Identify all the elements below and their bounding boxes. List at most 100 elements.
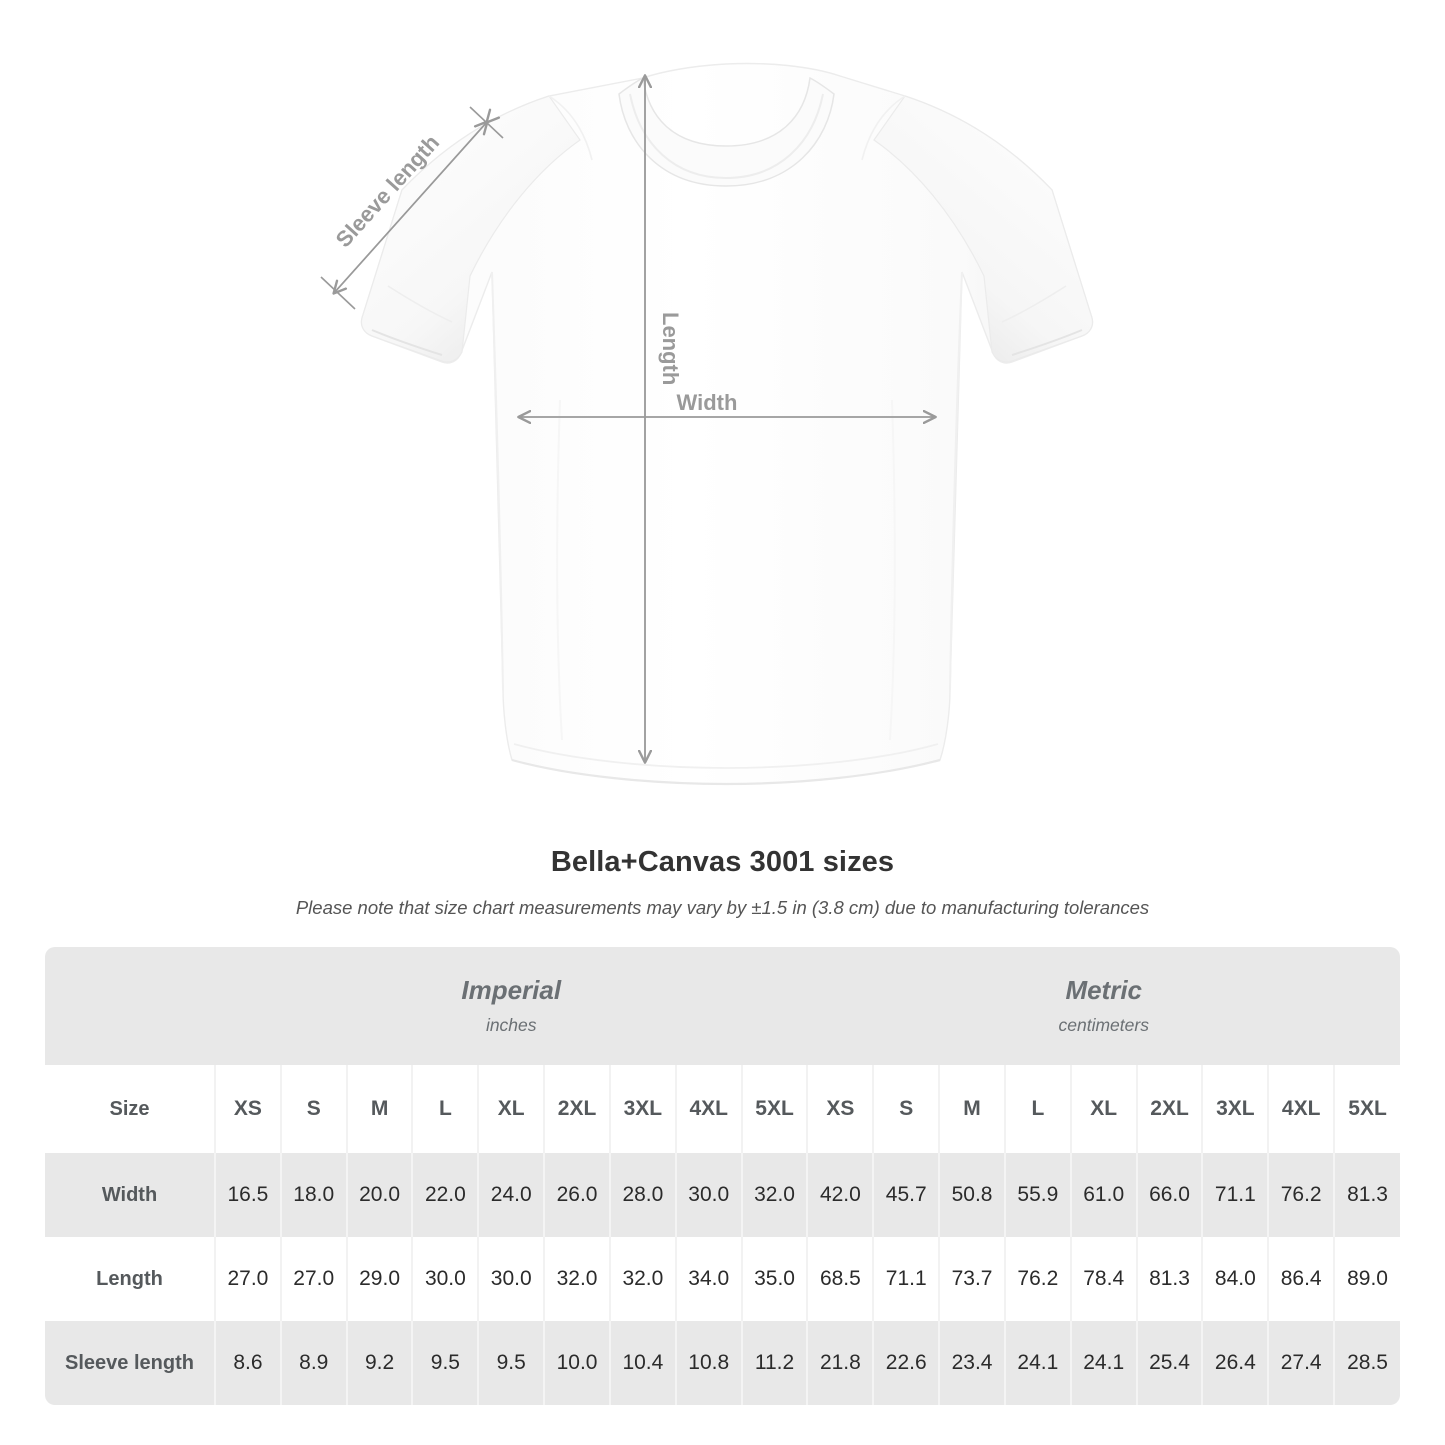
- size-label: XL: [497, 1097, 525, 1120]
- tshirt-diagram: Sleeve length Length Width: [320, 62, 1094, 786]
- measurement-cell: 20.0: [345, 1153, 413, 1237]
- size-label: XS: [826, 1097, 855, 1120]
- size-column-header: S: [279, 1065, 347, 1153]
- table-row: Width 16.5 18.0 20.0 22.0 24.0 26.0 28.0 30.0 32.…: [45, 1153, 1400, 1237]
- size-column-header: XS: [806, 1065, 874, 1153]
- size-label: M: [963, 1097, 981, 1120]
- measurement-cell: 28.0: [608, 1153, 676, 1237]
- table-row: Sleeve length 8.6 8.9 9.2 9.5 9.5 10.0 10.4 10.8…: [45, 1321, 1400, 1405]
- size-column-header: 5XL: [1333, 1065, 1400, 1153]
- size-column-header: L: [411, 1065, 479, 1153]
- size-label: S: [899, 1097, 914, 1120]
- measurement-cell: 24.0: [477, 1153, 545, 1237]
- size-label: 4XL: [1281, 1097, 1321, 1120]
- size-label: L: [438, 1097, 452, 1120]
- unit-name: Metric: [1065, 975, 1143, 1006]
- measurement-cell: 18.0: [279, 1153, 347, 1237]
- size-label: 2XL: [557, 1097, 597, 1120]
- row-label: Length: [96, 1268, 163, 1290]
- measurement-cell: 16.5: [214, 1153, 281, 1237]
- size-header-corner: Size: [45, 1065, 215, 1153]
- measurement-cell: 86.4: [1267, 1237, 1335, 1321]
- size-column-header: XL: [477, 1065, 545, 1153]
- measurement-cell: 27.0: [279, 1237, 347, 1321]
- measurement-cell: 26.4: [1201, 1321, 1269, 1405]
- size-column-header: M: [938, 1065, 1005, 1153]
- size-label: S: [306, 1097, 321, 1120]
- size-label: 5XL: [1348, 1097, 1387, 1120]
- measurement-cell: 27.0: [214, 1237, 281, 1321]
- width-measurement: Width: [519, 390, 935, 417]
- size-label: 2XL: [1150, 1097, 1189, 1120]
- measurement-cell: 55.9: [1003, 1153, 1071, 1237]
- unit-header-imperial: Imperial inches: [215, 947, 808, 1065]
- length-label: Length: [658, 312, 683, 385]
- size-column-header: S: [872, 1065, 940, 1153]
- size-column-header: 5XL: [740, 1065, 808, 1153]
- measurement-cell: 76.2: [1267, 1153, 1335, 1237]
- measurement-cell: 78.4: [1069, 1237, 1137, 1321]
- row-label-cell: Length: [45, 1237, 215, 1321]
- measurement-cell: 42.0: [806, 1153, 874, 1237]
- tshirt-graphic: [360, 62, 1094, 786]
- size-column-header: XL: [1069, 1065, 1137, 1153]
- size-chart-table-wrap: Imperial inches Metric centimeters Size XS S M L…: [45, 947, 1400, 1405]
- measurement-cell: 32.0: [608, 1237, 676, 1321]
- size-column-header: XS: [214, 1065, 281, 1153]
- measurement-cell: 81.3: [1135, 1237, 1203, 1321]
- row-label-cell: Sleeve length: [45, 1321, 215, 1405]
- size-label: XS: [233, 1097, 262, 1120]
- table-row: Length 27.0 27.0 29.0 30.0 30.0 32.0 32.0 34.0 35…: [45, 1237, 1400, 1321]
- size-column-header: 2XL: [543, 1065, 610, 1153]
- measurement-cell: 22.6: [872, 1321, 940, 1405]
- measurement-cell: 28.5: [1333, 1321, 1400, 1405]
- unit-header-metric: Metric centimeters: [807, 947, 1400, 1065]
- measurement-cell: 24.1: [1069, 1321, 1137, 1405]
- size-corner-label: Size: [109, 1097, 150, 1120]
- measurement-cell: 73.7: [938, 1237, 1005, 1321]
- measurement-cell: 89.0: [1333, 1237, 1400, 1321]
- measurement-cell: 35.0: [740, 1237, 808, 1321]
- size-label: M: [370, 1097, 389, 1120]
- row-label: Width: [101, 1184, 158, 1206]
- size-column-header: 4XL: [1267, 1065, 1335, 1153]
- size-chart-table: Imperial inches Metric centimeters Size XS S M L…: [45, 947, 1400, 1405]
- measurement-cell: 10.8: [674, 1321, 742, 1405]
- size-header-row: Size XS S M L XL 2XL 3XL 4XL 5XL XS S M L XL 2XL 3XL 4XL 5…: [45, 1065, 1400, 1153]
- measurement-cell: 22.0: [411, 1153, 479, 1237]
- page-title: Bella+Canvas 3001 sizes: [550, 846, 895, 878]
- size-column-header: L: [1003, 1065, 1071, 1153]
- row-label-cell: Width: [45, 1153, 215, 1237]
- tolerance-note: Please note that size chart measurements…: [295, 896, 1150, 918]
- size-label: 4XL: [689, 1097, 728, 1120]
- measurement-cell: 27.4: [1267, 1321, 1335, 1405]
- title-block: Bella+Canvas 3001 sizes Please note that…: [0, 845, 1445, 919]
- measurement-cell: 21.8: [806, 1321, 874, 1405]
- measurement-cell: 9.2: [345, 1321, 413, 1405]
- measurement-cell: 10.0: [543, 1321, 610, 1405]
- unit-header-corner: [45, 947, 215, 1065]
- measurement-cell: 84.0: [1201, 1237, 1269, 1321]
- measurement-cell: 71.1: [1201, 1153, 1269, 1237]
- measurement-cell: 34.0: [674, 1237, 742, 1321]
- measurement-cell: 8.9: [279, 1321, 347, 1405]
- measurement-cell: 10.4: [608, 1321, 676, 1405]
- unit-subtitle: centimeters: [1058, 1015, 1149, 1036]
- size-label: XL: [1090, 1097, 1118, 1120]
- size-column-header: 3XL: [608, 1065, 676, 1153]
- measurement-cell: 32.0: [543, 1237, 610, 1321]
- measurement-cell: 30.0: [674, 1153, 742, 1237]
- measurement-cell: 11.2: [740, 1321, 808, 1405]
- size-label: L: [1031, 1097, 1045, 1120]
- measurement-cell: 8.6: [214, 1321, 281, 1405]
- measurement-cell: 50.8: [938, 1153, 1005, 1237]
- size-column-header: 4XL: [674, 1065, 742, 1153]
- size-label: 3XL: [623, 1097, 663, 1120]
- measurement-cell: 81.3: [1333, 1153, 1400, 1237]
- measurement-cell: 9.5: [411, 1321, 479, 1405]
- measurement-cell: 9.5: [477, 1321, 545, 1405]
- measurement-cell: 29.0: [345, 1237, 413, 1321]
- size-label: 5XL: [755, 1097, 794, 1120]
- unit-header-row: Imperial inches Metric centimeters: [45, 947, 1400, 1065]
- measurement-cell: 71.1: [872, 1237, 940, 1321]
